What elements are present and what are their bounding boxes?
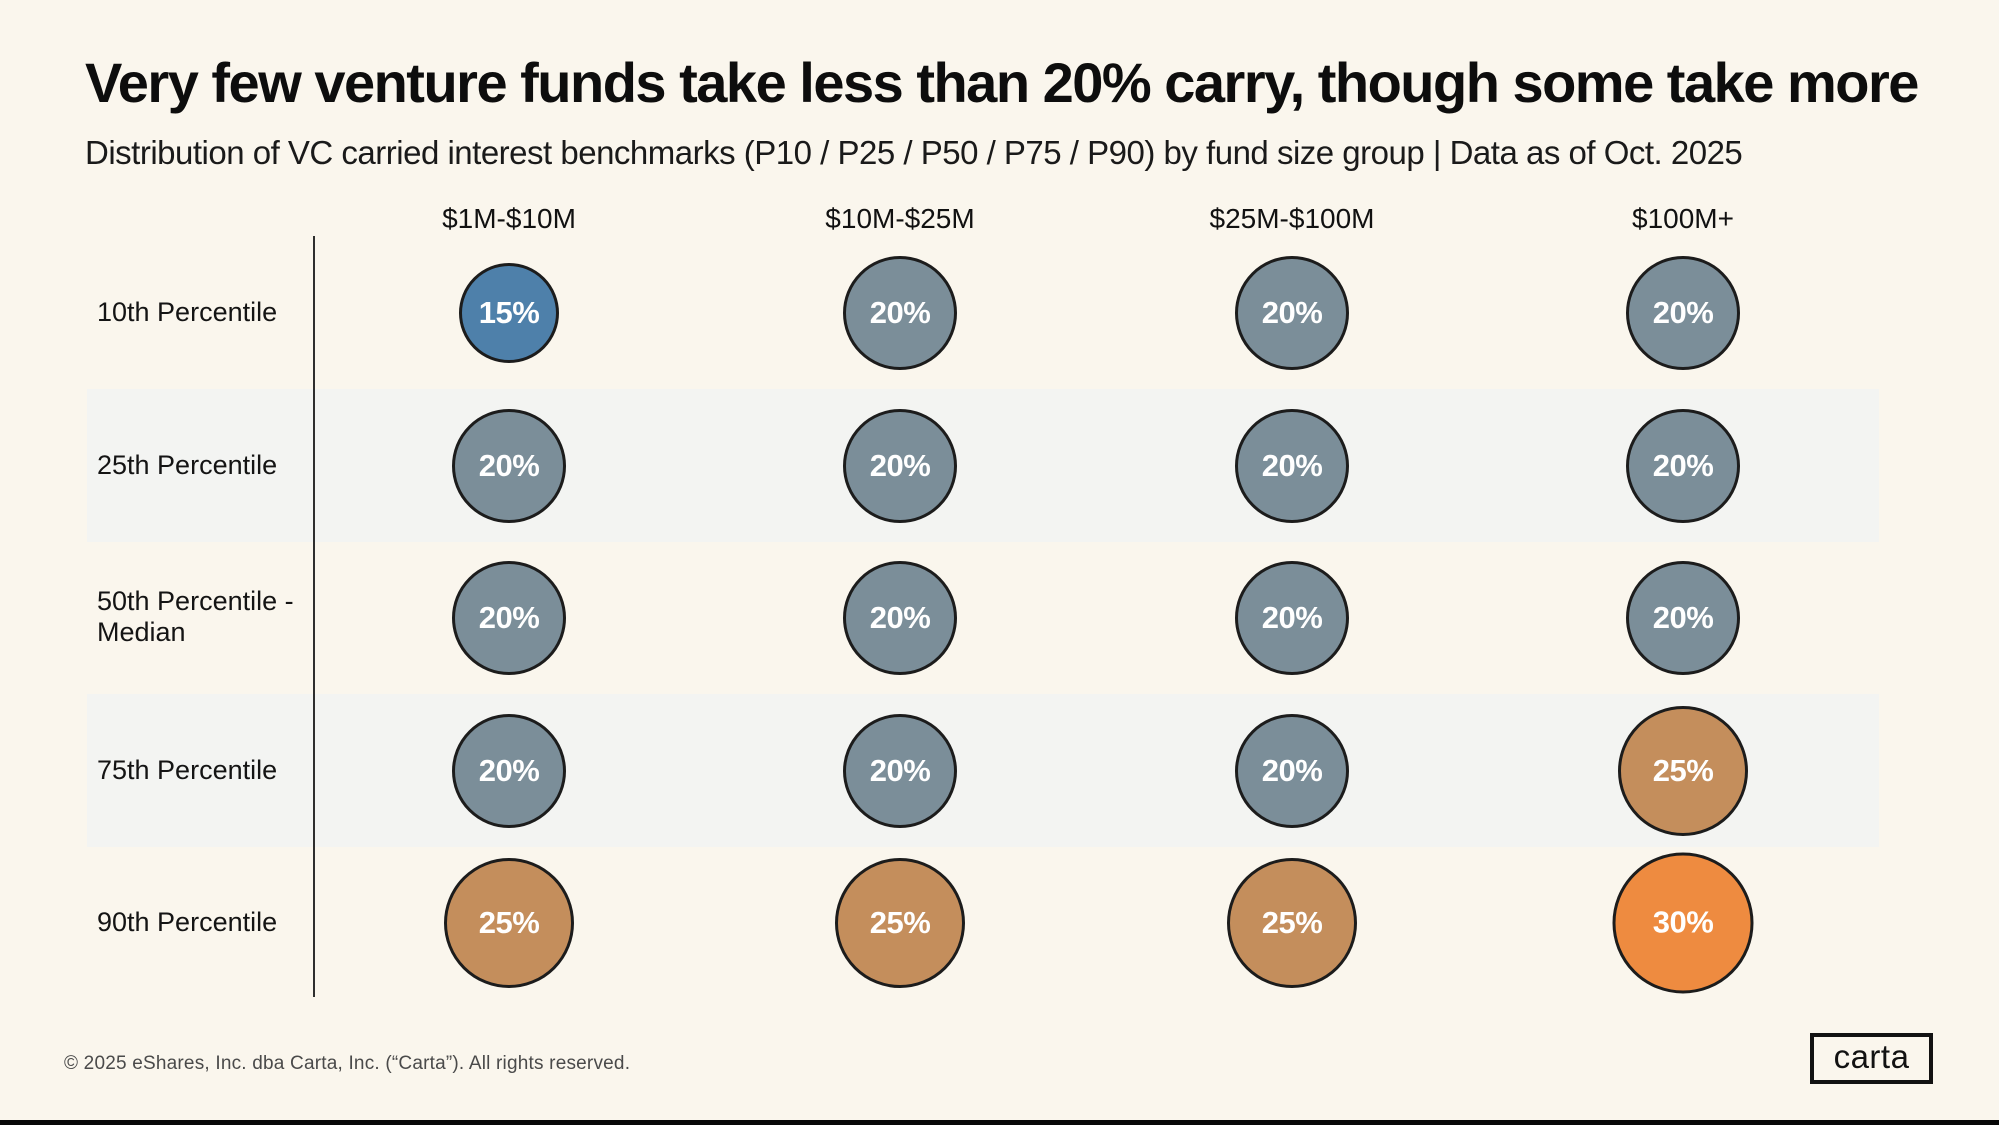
carta-logo-text: carta [1833,1038,1910,1075]
value-bubble: 20% [1626,255,1740,370]
data-cell: 25% [1618,705,1748,836]
value-bubble: 30% [1612,852,1754,993]
data-cell: 25% [1227,857,1357,988]
page-title: Very few venture funds take less than 20… [85,51,1919,114]
column-header-100m-plus: $100M+ [1632,203,1734,234]
value-bubble: 20% [452,408,566,523]
row-label: 75th Percentile [97,754,278,785]
table-row-50th-percentile-median: 50th Percentile - Median 20% 20% 20% 20% [0,541,1999,694]
column-headers: $1M-$10M $10M-$25M $25M-$100M $100M+ [0,203,1999,239]
data-cell: 20% [1626,560,1740,675]
data-cell: 30% [1612,852,1754,993]
value-bubble: 20% [452,713,566,828]
value-bubble: 25% [1227,857,1357,988]
data-cell: 20% [843,560,957,675]
data-cell: 25% [444,857,574,988]
value-bubble: 20% [843,560,957,675]
percentile-axis-divider-line [313,236,315,997]
value-bubble: 25% [1618,705,1748,836]
data-cell: 20% [1626,408,1740,523]
table-row-25th-percentile: 25th Percentile 20% 20% 20% 20% [0,389,1999,542]
row-label: 10th Percentile [97,296,278,327]
value-bubble: 25% [835,857,965,988]
value-bubble: 20% [1626,560,1740,675]
value-bubble: 20% [452,560,566,675]
value-bubble: 15% [459,262,559,363]
row-label: 50th Percentile - Median [97,585,294,648]
data-cell: 20% [1235,713,1349,828]
row-label: 25th Percentile [97,449,278,480]
data-cell: 20% [1626,255,1740,370]
bottom-edge-bar [0,1120,1999,1125]
table-row-10th-percentile: 10th Percentile 15% 20% 20% 20% [0,236,1999,389]
value-bubble: 20% [1235,408,1349,523]
value-bubble: 20% [1235,560,1349,675]
value-bubble: 20% [843,255,957,370]
data-cell: 20% [452,408,566,523]
data-cell: 20% [452,560,566,675]
value-bubble: 25% [444,857,574,988]
value-bubble: 20% [1235,713,1349,828]
column-header-10m-25m: $10M-$25M [825,203,975,234]
data-cell: 20% [1235,408,1349,523]
data-cell: 20% [843,713,957,828]
carta-logo: carta [1810,1033,1933,1084]
column-header-25m-100m: $25M-$100M [1209,203,1375,234]
data-cell: 25% [835,857,965,988]
data-cell: 20% [843,255,957,370]
data-cell: 20% [1235,255,1349,370]
value-bubble: 20% [843,713,957,828]
table-row-90th-percentile: 90th Percentile 25% 25% 25% 30% [0,846,1999,999]
data-cell: 20% [452,713,566,828]
data-cell: 20% [1235,560,1349,675]
footer-copyright: © 2025 eShares, Inc. dba Carta, Inc. (“C… [64,1053,631,1074]
column-header-1m-10m: $1M-$10M [442,203,576,234]
value-bubble: 20% [1626,408,1740,523]
value-bubble: 20% [1235,255,1349,370]
table-row-75th-percentile: 75th Percentile 20% 20% 20% 25% [0,694,1999,847]
data-cell: 20% [843,408,957,523]
value-bubble: 20% [843,408,957,523]
page-subtitle: Distribution of VC carried interest benc… [85,134,1743,171]
row-label: 90th Percentile [97,906,278,937]
data-cell: 15% [459,262,559,363]
